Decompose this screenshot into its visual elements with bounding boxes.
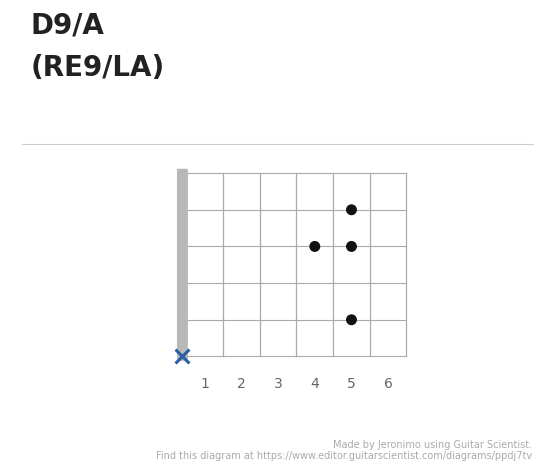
Text: 3: 3 <box>274 377 283 391</box>
Text: 1: 1 <box>200 377 209 391</box>
Point <box>178 353 187 360</box>
FancyBboxPatch shape <box>178 170 187 360</box>
Circle shape <box>347 242 356 251</box>
Text: (RE9/LA): (RE9/LA) <box>30 54 165 82</box>
Text: 4: 4 <box>310 377 319 391</box>
Text: Made by Jeronimo using Guitar Scientist.
Find this diagram at https://www.editor: Made by Jeronimo using Guitar Scientist.… <box>156 440 533 461</box>
Text: D9/A: D9/A <box>30 12 104 40</box>
Circle shape <box>347 315 356 324</box>
Circle shape <box>347 205 356 214</box>
Text: 6: 6 <box>384 377 393 391</box>
Text: 2: 2 <box>237 377 246 391</box>
Circle shape <box>310 242 320 251</box>
Text: 5: 5 <box>347 377 356 391</box>
